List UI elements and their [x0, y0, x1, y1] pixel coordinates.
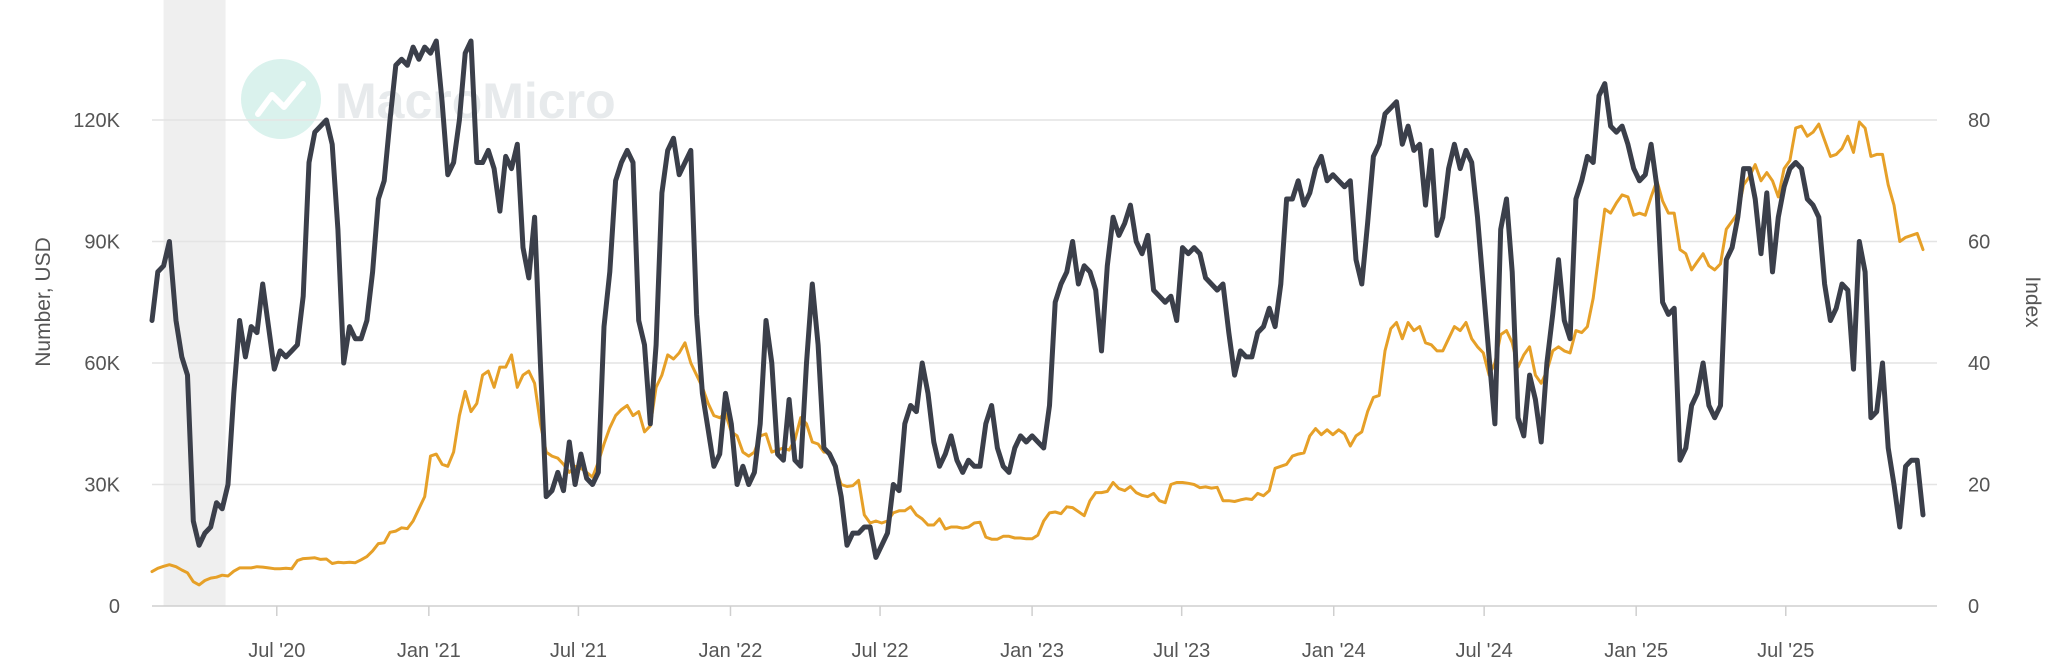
- x-tick-label: Jul '24: [1456, 640, 1513, 662]
- x-tick-label: Jan '22: [699, 640, 763, 662]
- y-left-tick-label: 120K: [73, 110, 120, 132]
- axes: 0 30K 60K 90K 120K 0 20 40 60 80 Jul '20 Jan '21 Jul…: [73, 110, 1990, 662]
- x-tick-label: Jan '24: [1302, 640, 1366, 662]
- y-right-tick-label: 40: [1968, 353, 1990, 375]
- y-left-tick-label: 30K: [84, 475, 120, 497]
- y-right-tick-label: 0: [1968, 596, 1979, 618]
- x-tick-label: Jan '21: [397, 640, 461, 662]
- series-layer: [149, 38, 1926, 587]
- y-left-tick-label: 0: [109, 596, 120, 618]
- x-tick-label: Jul '25: [1757, 640, 1814, 662]
- x-tick-label: Jul '20: [248, 640, 305, 662]
- y-axis-left-title: Number, USD: [32, 237, 55, 367]
- series-line-usd: [150, 120, 1925, 587]
- x-tick-label: Jul '21: [550, 640, 607, 662]
- grid: [152, 119, 1937, 607]
- y-right-tick-label: 60: [1968, 232, 1990, 254]
- x-tick-label: Jul '22: [851, 640, 908, 662]
- watermark-logo-icon: [241, 59, 321, 139]
- y-left-tick-label: 90K: [84, 232, 120, 254]
- x-tick-label: Jan '23: [1000, 640, 1064, 662]
- watermark-trend-icon: [255, 81, 306, 117]
- series-line-index: [149, 38, 1926, 560]
- x-tick-label: Jan '25: [1604, 640, 1668, 662]
- y-right-tick-label: 20: [1968, 475, 1990, 497]
- y-axis-right-title: Index: [2021, 276, 2044, 328]
- y-right-tick-label: 80: [1968, 110, 1990, 132]
- y-left-tick-label: 60K: [84, 353, 120, 375]
- x-tick-label: Jul '23: [1153, 640, 1210, 662]
